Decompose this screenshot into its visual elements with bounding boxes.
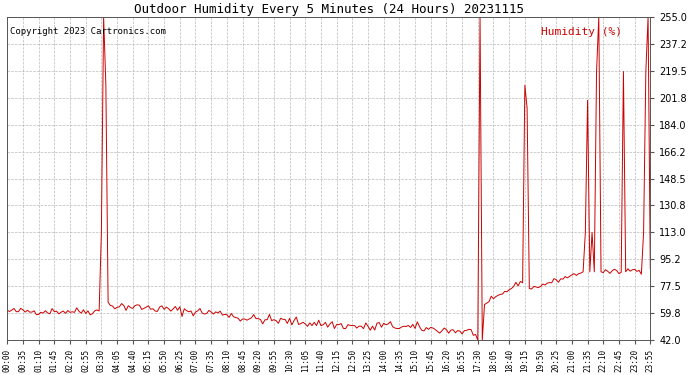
Text: Humidity (%): Humidity (%) [541,27,622,37]
Text: Copyright 2023 Cartronics.com: Copyright 2023 Cartronics.com [10,27,166,36]
Title: Outdoor Humidity Every 5 Minutes (24 Hours) 20231115: Outdoor Humidity Every 5 Minutes (24 Hou… [134,3,524,16]
